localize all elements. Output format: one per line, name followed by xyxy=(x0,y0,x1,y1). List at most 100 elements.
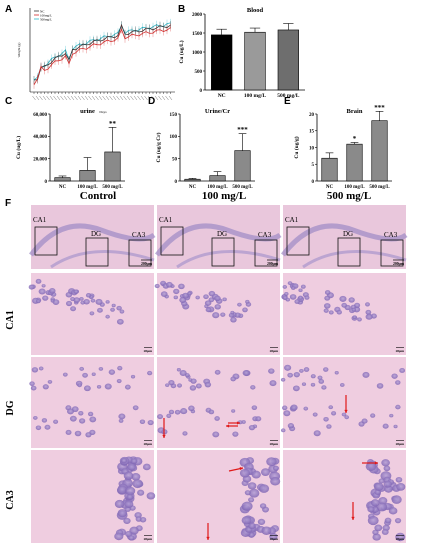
detail-image xyxy=(283,357,406,448)
cell-nucleus xyxy=(248,424,256,431)
panel-a-x-tick-label xyxy=(70,95,75,101)
cell-nucleus xyxy=(298,288,303,293)
chart-y-tick-label: 0 xyxy=(175,180,178,185)
scale-bar-label: 20μm xyxy=(396,442,404,446)
panel-a-x-tick-label xyxy=(105,95,110,101)
cell-nucleus xyxy=(114,532,124,541)
cell-nucleus xyxy=(269,380,277,387)
cell-nucleus xyxy=(251,405,258,411)
cell-nucleus xyxy=(231,409,236,413)
cell-nucleus xyxy=(79,418,86,424)
panel-a-x-tick-label xyxy=(39,95,43,101)
cell-nucleus xyxy=(370,413,376,418)
chart-title: urine xyxy=(80,108,95,115)
chart-category-label: 500 mg/L xyxy=(369,185,390,190)
cell-nucleus xyxy=(78,411,84,416)
chart-title: Brain xyxy=(347,108,363,115)
panel-a-x-tick-label xyxy=(46,95,50,101)
cell-nucleus xyxy=(126,494,134,500)
cell-nucleus xyxy=(331,411,337,416)
panel-d-chart: Urine/Cr Cu (ug/g Cr) 0 50 100 150 NC 100 mg/L 5… xyxy=(155,108,255,190)
cell-nucleus xyxy=(38,366,44,371)
chart-ylabel: Cu (ug/L) xyxy=(178,40,185,63)
detail-image xyxy=(283,273,406,355)
cell-nucleus xyxy=(339,382,345,387)
scale-bar-label: 20μm xyxy=(396,537,404,541)
chart-y-tick-label: 2000 xyxy=(192,13,203,18)
panel-a-x-tick-label xyxy=(109,95,113,101)
cell-nucleus xyxy=(118,418,124,423)
cell-nucleus xyxy=(214,304,221,310)
panel-a-x-tick-label xyxy=(130,95,134,101)
panel-a-x-tick-label xyxy=(133,95,138,101)
chart-y-tick-label: 0 xyxy=(312,180,315,185)
chart-category-label: NC xyxy=(218,93,226,99)
cell-nucleus xyxy=(367,506,375,513)
chart-significance: *** xyxy=(237,126,248,134)
cell-nucleus xyxy=(374,482,384,491)
cell-nucleus xyxy=(123,517,131,525)
cell-nucleus xyxy=(130,374,136,379)
scale-bar-label: 20μm xyxy=(396,349,404,353)
cell-nucleus xyxy=(230,317,237,323)
cell-nucleus xyxy=(290,404,298,411)
cell-nucleus xyxy=(334,371,339,375)
chart-category-label: 500 mg/L xyxy=(102,185,123,190)
cell-nucleus xyxy=(97,307,103,313)
cell-nucleus xyxy=(232,431,239,437)
panel-a-series-line xyxy=(33,27,171,86)
cell-nucleus xyxy=(139,419,146,425)
panel-a-x-tick-label xyxy=(95,95,99,101)
chart-bar xyxy=(54,177,71,182)
arrow-head-icon xyxy=(226,424,230,428)
cell-nucleus xyxy=(195,383,202,389)
panel-a-x-tick-label xyxy=(56,95,61,101)
chart-title: Urine/Cr xyxy=(205,108,230,115)
cell-nucleus xyxy=(376,502,388,512)
cell-nucleus xyxy=(154,283,160,289)
region-box-ca3 xyxy=(128,239,152,267)
arrow-head-icon xyxy=(344,409,348,413)
cell-nucleus xyxy=(284,364,292,371)
cell-nucleus xyxy=(28,284,35,290)
cell-nucleus xyxy=(365,313,373,320)
cell-nucleus xyxy=(41,284,46,288)
legend-100: 100mg/L xyxy=(40,13,52,17)
chart-bar xyxy=(104,151,121,182)
panel-a-x-tick-label xyxy=(88,95,92,101)
cell-nucleus xyxy=(124,500,134,508)
cell-nucleus xyxy=(257,518,266,526)
cell-nucleus xyxy=(282,295,288,300)
cell-nucleus xyxy=(234,312,241,318)
cell-nucleus xyxy=(204,381,212,388)
panel-a-x-tick-label xyxy=(84,95,89,101)
cell-nucleus xyxy=(230,376,236,382)
cell-nucleus xyxy=(89,416,97,423)
panel-a-letter: A xyxy=(5,4,12,15)
cell-nucleus xyxy=(293,371,300,378)
cell-nucleus xyxy=(220,312,226,317)
cell-nucleus xyxy=(38,288,46,295)
chart-y-tick-label: 0 xyxy=(200,89,203,94)
cell-nucleus xyxy=(260,468,270,476)
cell-nucleus xyxy=(339,295,347,302)
cell-nucleus xyxy=(258,484,270,493)
cell-nucleus xyxy=(310,374,316,379)
cell-nucleus xyxy=(317,375,323,380)
cell-nucleus xyxy=(35,425,42,431)
cell-nucleus xyxy=(312,412,318,417)
cell-nucleus xyxy=(180,408,188,415)
cell-nucleus xyxy=(259,503,267,509)
cell-nucleus xyxy=(393,424,398,429)
cell-nucleus xyxy=(41,418,48,423)
cell-nucleus xyxy=(165,383,170,387)
cell-nucleus xyxy=(73,297,81,303)
cell-nucleus xyxy=(83,299,90,305)
cell-nucleus xyxy=(79,296,84,301)
cell-nucleus xyxy=(382,423,389,429)
panel-a-x-tick-label xyxy=(168,95,173,101)
panel-a-x-tick-label xyxy=(137,95,141,101)
panel-e-chart: Brain Cu (ug/g) 0 5 10 15 20 NC 100 mg/L * 500 mg/… xyxy=(293,104,392,190)
cell-nucleus xyxy=(48,288,56,294)
scale-bar-label: 20μm xyxy=(144,537,152,541)
